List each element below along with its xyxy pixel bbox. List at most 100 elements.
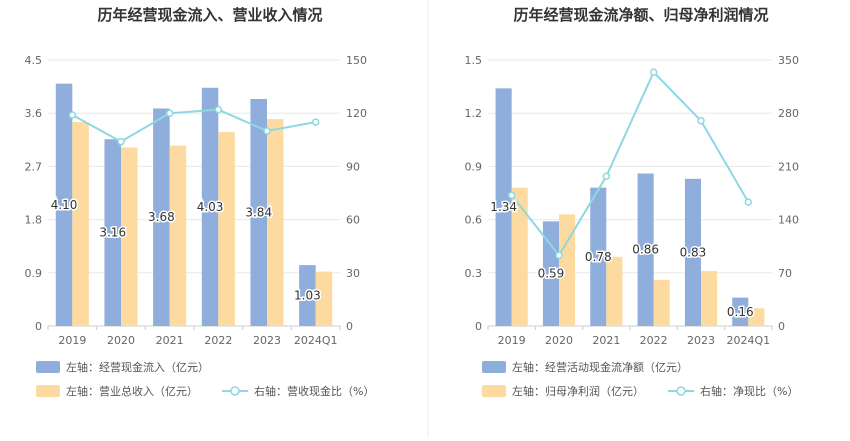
right-axis-ticks: 0 70 140 210 280 350 — [778, 54, 799, 333]
x-tick-label: 2019 — [498, 334, 526, 347]
bar-series1[interactable] — [732, 297, 749, 326]
bar-data-label: 0.86 — [632, 243, 659, 257]
line-point[interactable] — [311, 118, 320, 126]
legend-item-line[interactable]: 右轴：净现比（%） — [668, 384, 798, 398]
bar-series2[interactable] — [511, 187, 528, 326]
legend-swatch-bar2 — [36, 385, 60, 397]
bar-series1[interactable] — [153, 108, 170, 327]
line-point[interactable] — [263, 127, 271, 135]
bar-data-label: 0.59 — [538, 267, 565, 281]
bar-marks[interactable] — [55, 83, 333, 327]
legend-swatch-bar2 — [482, 385, 506, 397]
x-tick-label: 2024Q1 — [294, 334, 338, 347]
y-left-tick-label: 3.6 — [25, 107, 43, 120]
bar-series2[interactable] — [653, 279, 670, 326]
bar-data-label: 0.78 — [585, 250, 612, 264]
bar-series1[interactable] — [684, 178, 701, 326]
legend-label-bar2: 左轴：归母净利润（亿元） — [512, 384, 644, 398]
legend-item-bar2[interactable]: 左轴：营业总收入（亿元） — [36, 384, 198, 398]
y-right-tick-label: 280 — [778, 107, 799, 120]
bar-series1[interactable] — [637, 173, 654, 326]
line-point[interactable] — [602, 172, 611, 181]
y-right-tick-label: 90 — [346, 160, 360, 173]
cash-inflow-revenue-chart: 历年经营现金流入、营业收入情况 4.10 3.16 3.68 4.03 3.84 1.03… — [25, 6, 375, 398]
line-point[interactable] — [68, 111, 77, 119]
x-axis-ticks: 2019 2020 2021 2022 2023 2024Q1 — [498, 334, 770, 347]
x-tick-label: 2023 — [687, 334, 715, 347]
bar-series2[interactable] — [72, 122, 89, 326]
legend[interactable]: 左轴：经营活动现金流净额（亿元） 左轴：归母净利润（亿元） 右轴：净现比（%） — [482, 360, 798, 398]
x-tick-label: 2022 — [640, 334, 668, 347]
bar-data-label: 3.16 — [99, 226, 126, 240]
bar-series2[interactable] — [701, 271, 718, 326]
y-left-tick-label: 1.8 — [25, 214, 43, 227]
bar-data-label: 3.68 — [148, 210, 175, 224]
line-path[interactable] — [71, 108, 316, 143]
right-axis-ticks: 0 30 60 90 120 150 — [346, 54, 367, 333]
y-right-tick-label: 210 — [778, 160, 799, 173]
bar-series1[interactable] — [590, 187, 607, 326]
line-point[interactable] — [744, 198, 753, 206]
line-path[interactable] — [510, 70, 750, 258]
y-left-tick-label: 0 — [475, 320, 482, 333]
line-point[interactable] — [555, 251, 563, 260]
line-point[interactable] — [165, 109, 174, 117]
legend-label-bar1: 左轴：经营现金流入（亿元） — [66, 360, 209, 374]
x-tick-label: 2024Q1 — [727, 334, 771, 347]
bar-series1[interactable] — [55, 83, 73, 327]
y-right-tick-label: 350 — [778, 54, 799, 67]
legend-item-bar2[interactable]: 左轴：归母净利润（亿元） — [482, 384, 644, 398]
line-point[interactable] — [697, 117, 705, 125]
bar-series2[interactable] — [559, 214, 576, 326]
y-left-tick-label: 1.2 — [465, 107, 483, 120]
bar-series2[interactable] — [267, 119, 284, 326]
y-left-tick-label: 0.6 — [465, 214, 483, 227]
y-right-tick-label: 60 — [346, 214, 360, 227]
bar-series2[interactable] — [748, 308, 765, 326]
y-left-tick-label: 0 — [35, 320, 42, 333]
bar-series1[interactable] — [542, 221, 559, 326]
y-right-tick-label: 150 — [346, 54, 367, 67]
bar-series1[interactable] — [495, 88, 512, 326]
line-series[interactable] — [507, 68, 753, 260]
y-right-tick-label: 70 — [778, 267, 792, 280]
grid-lines — [487, 59, 773, 330]
line-point[interactable] — [649, 68, 658, 76]
legend-label-line: 右轴：净现比（%） — [700, 384, 798, 398]
y-right-tick-label: 0 — [346, 320, 353, 333]
line-point[interactable] — [507, 191, 516, 200]
y-left-tick-label: 0.9 — [465, 160, 483, 173]
bar-series2[interactable] — [315, 271, 333, 326]
y-left-tick-label: 0.3 — [465, 267, 483, 280]
x-tick-label: 2021 — [592, 334, 620, 347]
bar-data-label: 1.34 — [490, 200, 517, 214]
x-tick-label: 2023 — [253, 334, 281, 347]
y-right-tick-label: 0 — [778, 320, 785, 333]
line-point[interactable] — [117, 137, 125, 146]
line-series[interactable] — [68, 105, 320, 146]
chart-title: 历年经营现金流入、营业收入情况 — [97, 6, 322, 24]
bar-data-label: 4.03 — [197, 200, 224, 214]
legend-item-line[interactable]: 右轴：营收现金比（%） — [222, 384, 374, 398]
bar-data-label: 0.83 — [680, 245, 707, 259]
y-left-tick-label: 4.5 — [25, 54, 43, 67]
bar-series1[interactable] — [250, 99, 267, 326]
bar-series2[interactable] — [121, 147, 138, 326]
bar-series2[interactable] — [218, 132, 235, 326]
bar-series1[interactable] — [104, 139, 121, 326]
y-right-tick-label: 120 — [346, 107, 367, 120]
legend-item-bar1[interactable]: 左轴：经营现金流入（亿元） — [36, 360, 209, 374]
bar-series1[interactable] — [201, 87, 219, 326]
bar-series2[interactable] — [169, 145, 187, 326]
net-cashflow-profit-chart: 历年经营现金流净额、归母净利润情况 1.34 0.59 0.78 0.86 0.83 0.… — [465, 6, 800, 398]
line-point[interactable] — [214, 105, 223, 114]
legend-item-bar1[interactable]: 左轴：经营活动现金流净额（亿元） — [482, 360, 688, 374]
x-axis-ticks: 2019 2020 2021 2022 2023 2024Q1 — [58, 334, 337, 347]
legend-swatch-marker — [230, 386, 240, 396]
legend[interactable]: 左轴：经营现金流入（亿元） 左轴：营业总收入（亿元） 右轴：营收现金比（%） — [36, 360, 374, 398]
bar-series2[interactable] — [606, 256, 623, 326]
y-right-tick-label: 140 — [778, 214, 799, 227]
y-left-tick-label: 2.7 — [25, 160, 43, 173]
bar-marks[interactable] — [495, 88, 765, 326]
bar-series1[interactable] — [299, 265, 316, 326]
